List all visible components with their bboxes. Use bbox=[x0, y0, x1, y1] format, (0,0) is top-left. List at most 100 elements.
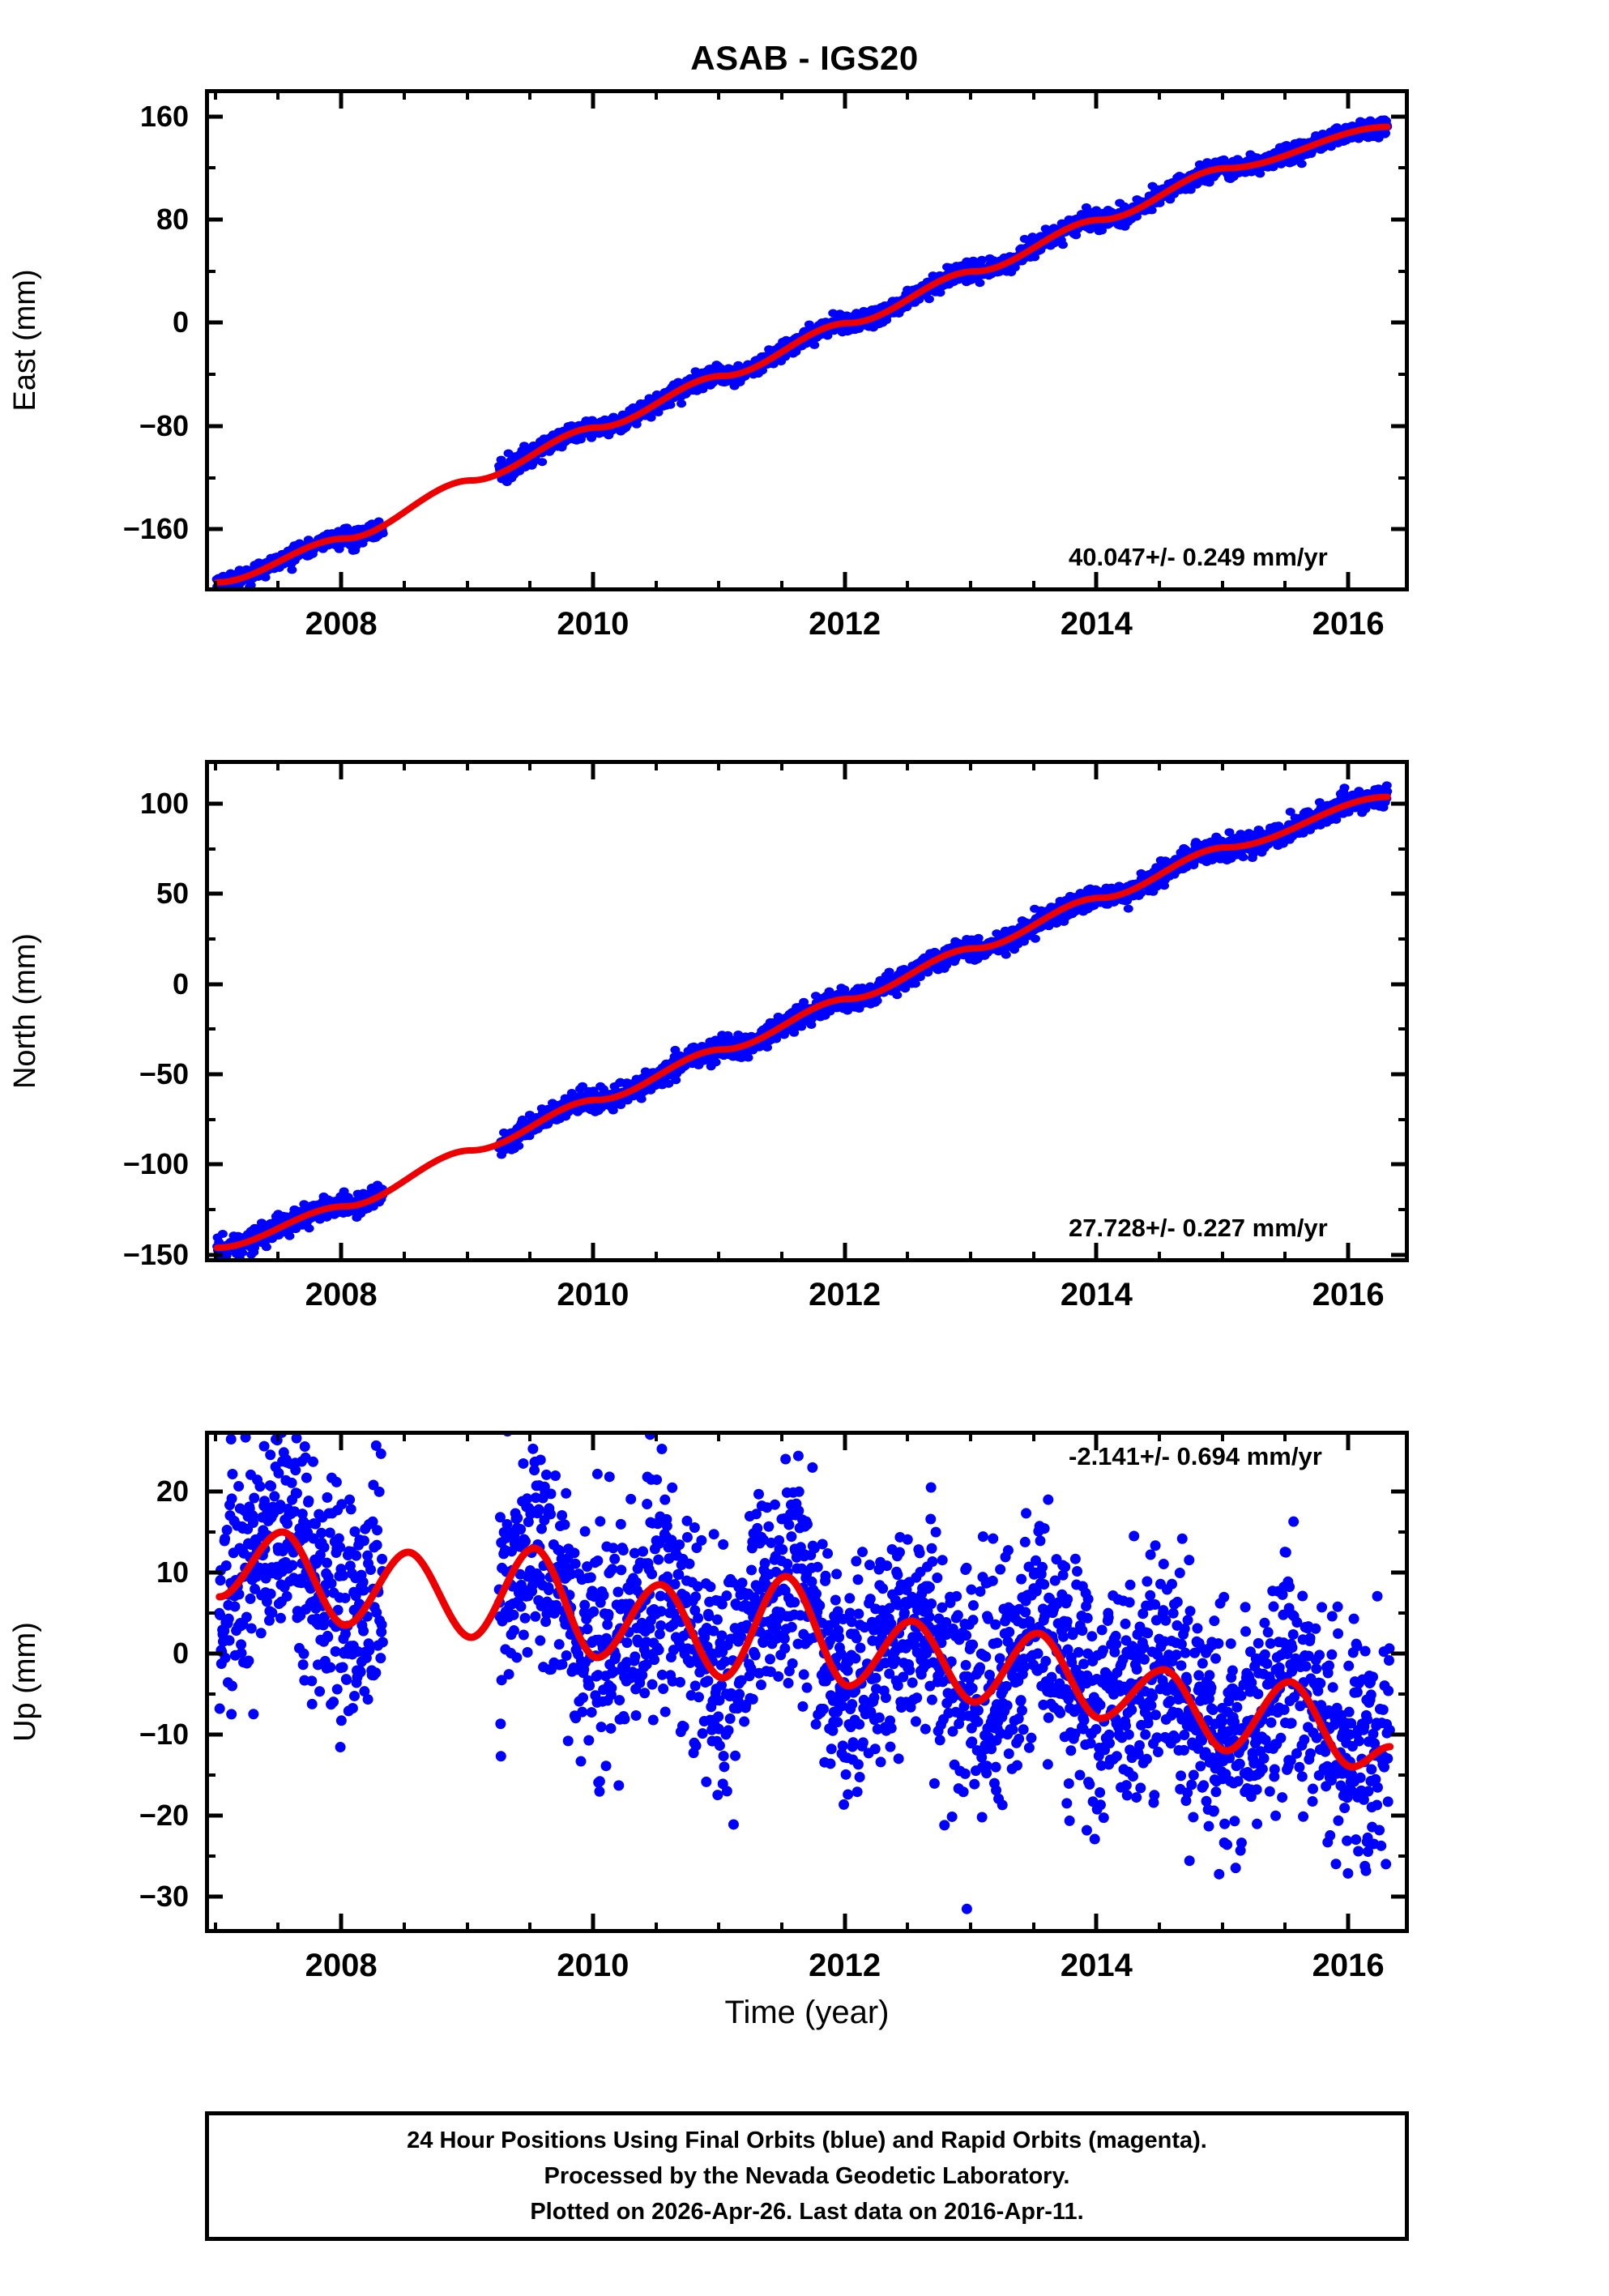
panel-east: 40.047+/- 0.249 mm/yr bbox=[205, 89, 1409, 591]
xtick-mark-top-north-4 bbox=[1346, 760, 1351, 779]
ytick-label-up-0: 20 bbox=[156, 1474, 189, 1508]
ytick-label-north-4: −100 bbox=[122, 1147, 189, 1181]
xtick-minor-east bbox=[779, 89, 783, 100]
xtick-minor-up bbox=[717, 1431, 721, 1441]
xtick-minor-north bbox=[528, 760, 532, 770]
ytick-mark-up-5 bbox=[205, 1894, 223, 1899]
rate-annotation-north: 27.728+/- 0.227 mm/yr bbox=[1069, 1214, 1328, 1242]
xtick-minor-up bbox=[276, 1431, 280, 1441]
ytick-minor-up-4 bbox=[1398, 1854, 1409, 1858]
xtick-label-east-2: 2012 bbox=[809, 606, 881, 642]
xtick-minor-up bbox=[465, 1923, 469, 1933]
ytick-mark-north-2 bbox=[1391, 982, 1409, 987]
xtick-minor-up bbox=[968, 1923, 972, 1933]
xtick-mark-east-3 bbox=[1094, 572, 1099, 591]
plot-area-north bbox=[205, 760, 1409, 1262]
xtick-minor-east bbox=[717, 89, 721, 100]
xtick-mark-top-east-1 bbox=[591, 89, 595, 109]
ytick-minor-up-1 bbox=[205, 1611, 216, 1615]
ytick-minor-north-0 bbox=[1398, 847, 1409, 851]
xtick-minor-up bbox=[528, 1923, 532, 1933]
model-line-north bbox=[213, 793, 1391, 1252]
xtick-minor-east bbox=[1031, 581, 1035, 591]
page-title: ASAB - IGS20 bbox=[690, 39, 919, 77]
ytick-minor-north-3 bbox=[205, 1117, 216, 1121]
ytick-minor-east-2 bbox=[205, 373, 216, 377]
ytick-minor-north-0 bbox=[205, 847, 216, 851]
xtick-minor-north bbox=[276, 760, 280, 770]
xtick-minor-north bbox=[1283, 1252, 1287, 1262]
xtick-minor-north bbox=[968, 760, 972, 770]
y-axis-label-north: North (mm) bbox=[8, 932, 42, 1090]
ytick-minor-north-2 bbox=[205, 1027, 216, 1031]
ytick-mark-north-1 bbox=[205, 891, 223, 896]
xtick-minor-north bbox=[779, 760, 783, 770]
xtick-minor-up bbox=[906, 1431, 910, 1441]
xtick-minor-up bbox=[1031, 1923, 1035, 1933]
xtick-mark-up-0 bbox=[339, 1914, 344, 1933]
model-line-east bbox=[213, 123, 1391, 586]
xtick-minor-east bbox=[213, 89, 217, 100]
xtick-minor-east bbox=[717, 581, 721, 591]
plot-canvas-up bbox=[214, 1435, 1395, 1914]
xtick-minor-up bbox=[906, 1923, 910, 1933]
xtick-minor-north bbox=[717, 1252, 721, 1262]
xtick-label-east-0: 2008 bbox=[305, 606, 378, 642]
panel-up: -2.141+/- 0.694 mm/yr bbox=[205, 1431, 1409, 1933]
ytick-mark-up-3 bbox=[205, 1732, 223, 1737]
xtick-mark-east-1 bbox=[591, 572, 595, 591]
ytick-mark-north-2 bbox=[205, 982, 223, 987]
xtick-minor-up bbox=[528, 1431, 532, 1441]
xtick-minor-up bbox=[1220, 1923, 1224, 1933]
ytick-label-up-5: −30 bbox=[139, 1880, 189, 1913]
ytick-mark-east-2 bbox=[205, 320, 223, 325]
xtick-minor-east bbox=[1283, 581, 1287, 591]
ytick-label-up-2: 0 bbox=[172, 1637, 189, 1670]
xtick-mark-north-0 bbox=[339, 1243, 344, 1262]
xtick-minor-up bbox=[402, 1923, 406, 1933]
xtick-minor-up bbox=[779, 1431, 783, 1441]
xtick-minor-east bbox=[968, 89, 972, 100]
xtick-label-up-3: 2014 bbox=[1060, 1948, 1133, 1983]
ytick-minor-up-3 bbox=[1398, 1773, 1409, 1777]
xtick-mark-top-east-2 bbox=[843, 89, 847, 109]
xtick-mark-north-2 bbox=[843, 1243, 847, 1262]
xtick-minor-north bbox=[906, 760, 910, 770]
xtick-mark-top-north-3 bbox=[1094, 760, 1099, 779]
xtick-minor-east bbox=[654, 89, 658, 100]
plot-area-up bbox=[205, 1431, 1409, 1933]
xtick-mark-north-1 bbox=[591, 1243, 595, 1262]
xtick-mark-top-east-0 bbox=[339, 89, 344, 109]
xtick-minor-east bbox=[528, 581, 532, 591]
xtick-minor-up bbox=[276, 1923, 280, 1933]
xtick-mark-up-3 bbox=[1094, 1914, 1099, 1933]
xtick-minor-north bbox=[276, 1252, 280, 1262]
xtick-minor-up bbox=[1283, 1431, 1287, 1441]
xtick-minor-north bbox=[528, 1252, 532, 1262]
ytick-minor-east-2 bbox=[1398, 373, 1409, 377]
xtick-minor-up bbox=[654, 1431, 658, 1441]
ytick-mark-up-4 bbox=[1391, 1813, 1409, 1818]
xtick-minor-north bbox=[1158, 760, 1162, 770]
ytick-minor-up-1 bbox=[1398, 1611, 1409, 1615]
ytick-minor-east-3 bbox=[1398, 476, 1409, 480]
ytick-mark-east-0 bbox=[205, 114, 223, 119]
xtick-minor-up bbox=[654, 1923, 658, 1933]
ytick-mark-up-1 bbox=[205, 1570, 223, 1575]
ytick-mark-up-0 bbox=[205, 1489, 223, 1494]
xtick-minor-up bbox=[402, 1431, 406, 1441]
xtick-label-east-1: 2010 bbox=[557, 606, 630, 642]
xtick-minor-east bbox=[1031, 89, 1035, 100]
ytick-mark-up-2 bbox=[1391, 1651, 1409, 1656]
ytick-minor-up-0 bbox=[205, 1530, 216, 1534]
xtick-minor-north bbox=[1158, 1252, 1162, 1262]
xtick-minor-north bbox=[779, 1252, 783, 1262]
xtick-label-north-0: 2008 bbox=[305, 1277, 378, 1312]
ytick-minor-north-4 bbox=[1398, 1207, 1409, 1211]
xtick-mark-east-0 bbox=[339, 572, 344, 591]
xtick-minor-north bbox=[1031, 1252, 1035, 1262]
data-points-up bbox=[214, 1435, 1395, 1914]
xtick-label-east-3: 2014 bbox=[1060, 606, 1133, 642]
xtick-minor-up bbox=[968, 1431, 972, 1441]
ytick-mark-east-4 bbox=[1391, 527, 1409, 531]
